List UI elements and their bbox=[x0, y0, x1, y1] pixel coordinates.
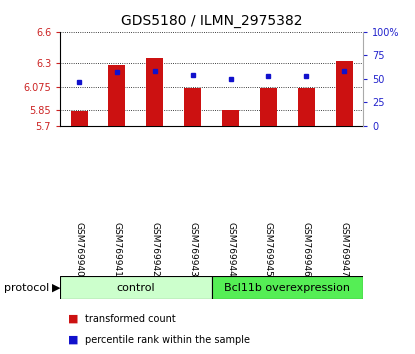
Text: GSM769947: GSM769947 bbox=[340, 222, 349, 277]
Text: GSM769946: GSM769946 bbox=[302, 222, 311, 277]
Text: GSM769940: GSM769940 bbox=[75, 222, 83, 277]
Text: transformed count: transformed count bbox=[85, 314, 176, 324]
Title: GDS5180 / ILMN_2975382: GDS5180 / ILMN_2975382 bbox=[121, 14, 303, 28]
Text: GSM769943: GSM769943 bbox=[188, 222, 197, 277]
Text: GSM769945: GSM769945 bbox=[264, 222, 273, 277]
Text: GSM769942: GSM769942 bbox=[150, 222, 159, 277]
Bar bbox=[212, 276, 363, 299]
Bar bbox=[71, 111, 88, 126]
Bar bbox=[298, 88, 315, 126]
Text: ■: ■ bbox=[68, 335, 79, 345]
Bar bbox=[60, 276, 212, 299]
Text: percentile rank within the sample: percentile rank within the sample bbox=[85, 335, 250, 345]
Text: GSM769941: GSM769941 bbox=[112, 222, 122, 277]
Bar bbox=[222, 109, 239, 126]
Text: Bcl11b overexpression: Bcl11b overexpression bbox=[225, 282, 350, 293]
Text: GSM769944: GSM769944 bbox=[226, 222, 235, 277]
Bar bbox=[108, 65, 125, 126]
Bar bbox=[146, 58, 164, 126]
Bar bbox=[260, 88, 277, 126]
Bar bbox=[184, 88, 201, 126]
Bar bbox=[336, 61, 353, 126]
Text: ▶: ▶ bbox=[52, 282, 60, 293]
Text: control: control bbox=[117, 282, 155, 293]
Text: ■: ■ bbox=[68, 314, 79, 324]
Text: protocol: protocol bbox=[4, 282, 49, 293]
